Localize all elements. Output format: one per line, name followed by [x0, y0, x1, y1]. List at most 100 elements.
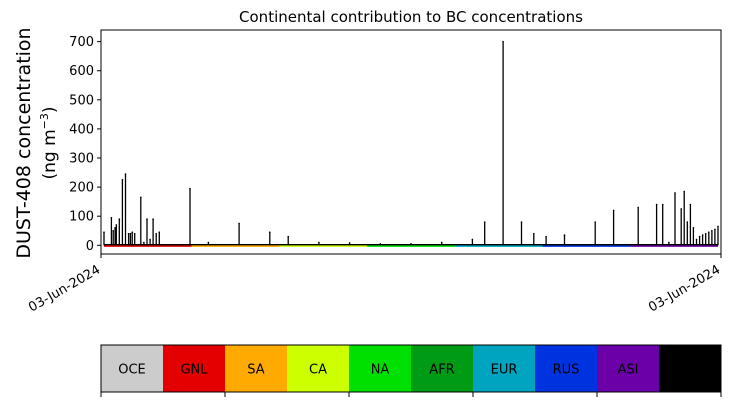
total-concentration-point [692, 227, 695, 229]
legend-label-aus: AUS [677, 363, 704, 378]
total-concentration-point [189, 187, 191, 190]
total-concentration-point [140, 196, 142, 199]
total-concentration-point [714, 228, 716, 231]
total-concentration-point [143, 241, 145, 244]
y-axis-label-line2: (ng m−3) [38, 106, 60, 179]
plot-area [103, 40, 719, 247]
total-concentration-point [110, 216, 113, 219]
total-concentration-point [410, 243, 412, 245]
total-concentration-point [655, 203, 658, 206]
total-concentration-point [146, 218, 148, 220]
total-concentration-point [533, 232, 535, 235]
total-concentration-point [348, 242, 351, 244]
legend-label-oce: OCE [118, 363, 146, 378]
total-concentration-point [379, 243, 382, 245]
total-concentration-point [103, 231, 105, 233]
total-concentration-point [158, 231, 161, 233]
y-axis-label-unit-prefix: (ng m [40, 129, 60, 179]
plot-frame [100, 29, 722, 255]
y-tick-label: 100 [69, 210, 94, 225]
legend-label-rus: RUS [553, 363, 580, 378]
total-concentration-point [680, 208, 682, 210]
legend-swatch-gnl [163, 345, 225, 392]
total-concentration-point [563, 234, 566, 236]
total-concentration-point [131, 231, 134, 233]
total-concentration-point [661, 203, 664, 206]
total-concentration-point [440, 241, 443, 244]
legend-label-na: NA [371, 363, 390, 378]
total-concentration-point [124, 173, 127, 175]
total-concentration-point [668, 241, 670, 244]
legend-label-eur: EUR [491, 363, 518, 378]
legend-swatch-asi [597, 345, 659, 392]
y-tick-label: 200 [69, 181, 94, 196]
total-concentration-point [674, 192, 676, 194]
total-concentration-point [686, 221, 689, 223]
total-concentration-point [112, 229, 115, 232]
legend-swatch-ca [287, 345, 349, 392]
chart-title: Continental contribution to BC concentra… [239, 8, 583, 26]
total-concentration-point [155, 232, 157, 235]
total-concentration-point [118, 218, 121, 220]
total-concentration-point [701, 234, 704, 236]
total-concentration-point [689, 203, 692, 206]
total-concentration-point [121, 179, 124, 181]
total-concentration-point [698, 235, 701, 238]
total-concentration-point [711, 229, 713, 232]
legend-swatch-sa [225, 345, 287, 392]
total-concentration-point [127, 232, 130, 235]
y-tick-label: 700 [69, 35, 94, 50]
total-concentration-point [268, 231, 271, 233]
y-axis-label-unit-suffix: ) [40, 106, 60, 113]
y-axis-label-unit-exponent: −3 [38, 113, 51, 129]
total-concentration-point [695, 238, 698, 241]
legend-swatch-afr [411, 345, 473, 392]
legend-swatch-eur [473, 345, 535, 392]
legend-label-gnl: GNL [180, 363, 208, 378]
total-concentration-point [318, 241, 320, 244]
total-concentration-point [637, 206, 639, 209]
total-concentration-point [149, 238, 151, 241]
total-concentration-point [594, 221, 596, 223]
total-concentration-point [115, 224, 118, 226]
total-concentration-point [471, 238, 474, 241]
y-tick-label: 400 [69, 122, 94, 137]
y-axis: 0 100 200 300 400 500 600 700 [69, 35, 101, 254]
x-tick-label: 03-Jun-2024 [646, 262, 723, 315]
total-concentration-point [483, 221, 486, 223]
y-tick-label: 300 [69, 152, 94, 167]
y-tick-label: 500 [69, 93, 94, 108]
legend-label-afr: AFR [429, 363, 454, 378]
y-tick-label: 600 [69, 64, 94, 79]
total-concentration-point [704, 232, 707, 235]
total-concentration-point [207, 241, 210, 244]
y-tick-label: 0 [86, 239, 94, 254]
legend-label-asi: ASI [618, 363, 639, 378]
total-concentration-point [238, 222, 240, 225]
legend-frame [100, 344, 722, 393]
total-concentration-point [545, 235, 547, 238]
x-axis: 03-Jun-2024 03-Jun-2024 [26, 254, 723, 315]
legend-swatch-aus [659, 345, 721, 392]
total-concentration-point [287, 235, 290, 238]
y-axis-label: DUST-408 concentration (ng m−3) [13, 27, 60, 258]
total-concentration-point [707, 231, 710, 233]
legend-swatch-na [349, 345, 411, 392]
legend-label-ca: CA [309, 363, 327, 378]
total-concentration-line [103, 41, 719, 246]
total-concentration-point [114, 227, 116, 229]
legend-swatch-rus [535, 345, 597, 392]
total-concentration-point [520, 221, 523, 223]
total-concentration-point [152, 218, 154, 220]
legend-swatch-oce [101, 345, 163, 392]
total-concentration-point [129, 232, 132, 235]
y-axis-label-line1: DUST-408 concentration [13, 27, 35, 258]
total-concentration-point [502, 40, 504, 43]
legend-colorbar: OCE GNL SA CA NA AFR EUR RUS ASI AUS [100, 344, 722, 397]
total-concentration-point [683, 190, 686, 193]
total-concentration-point [717, 225, 719, 228]
total-concentration-point [133, 232, 136, 235]
total-concentration-point [612, 209, 615, 212]
legend-label-sa: SA [247, 363, 264, 378]
